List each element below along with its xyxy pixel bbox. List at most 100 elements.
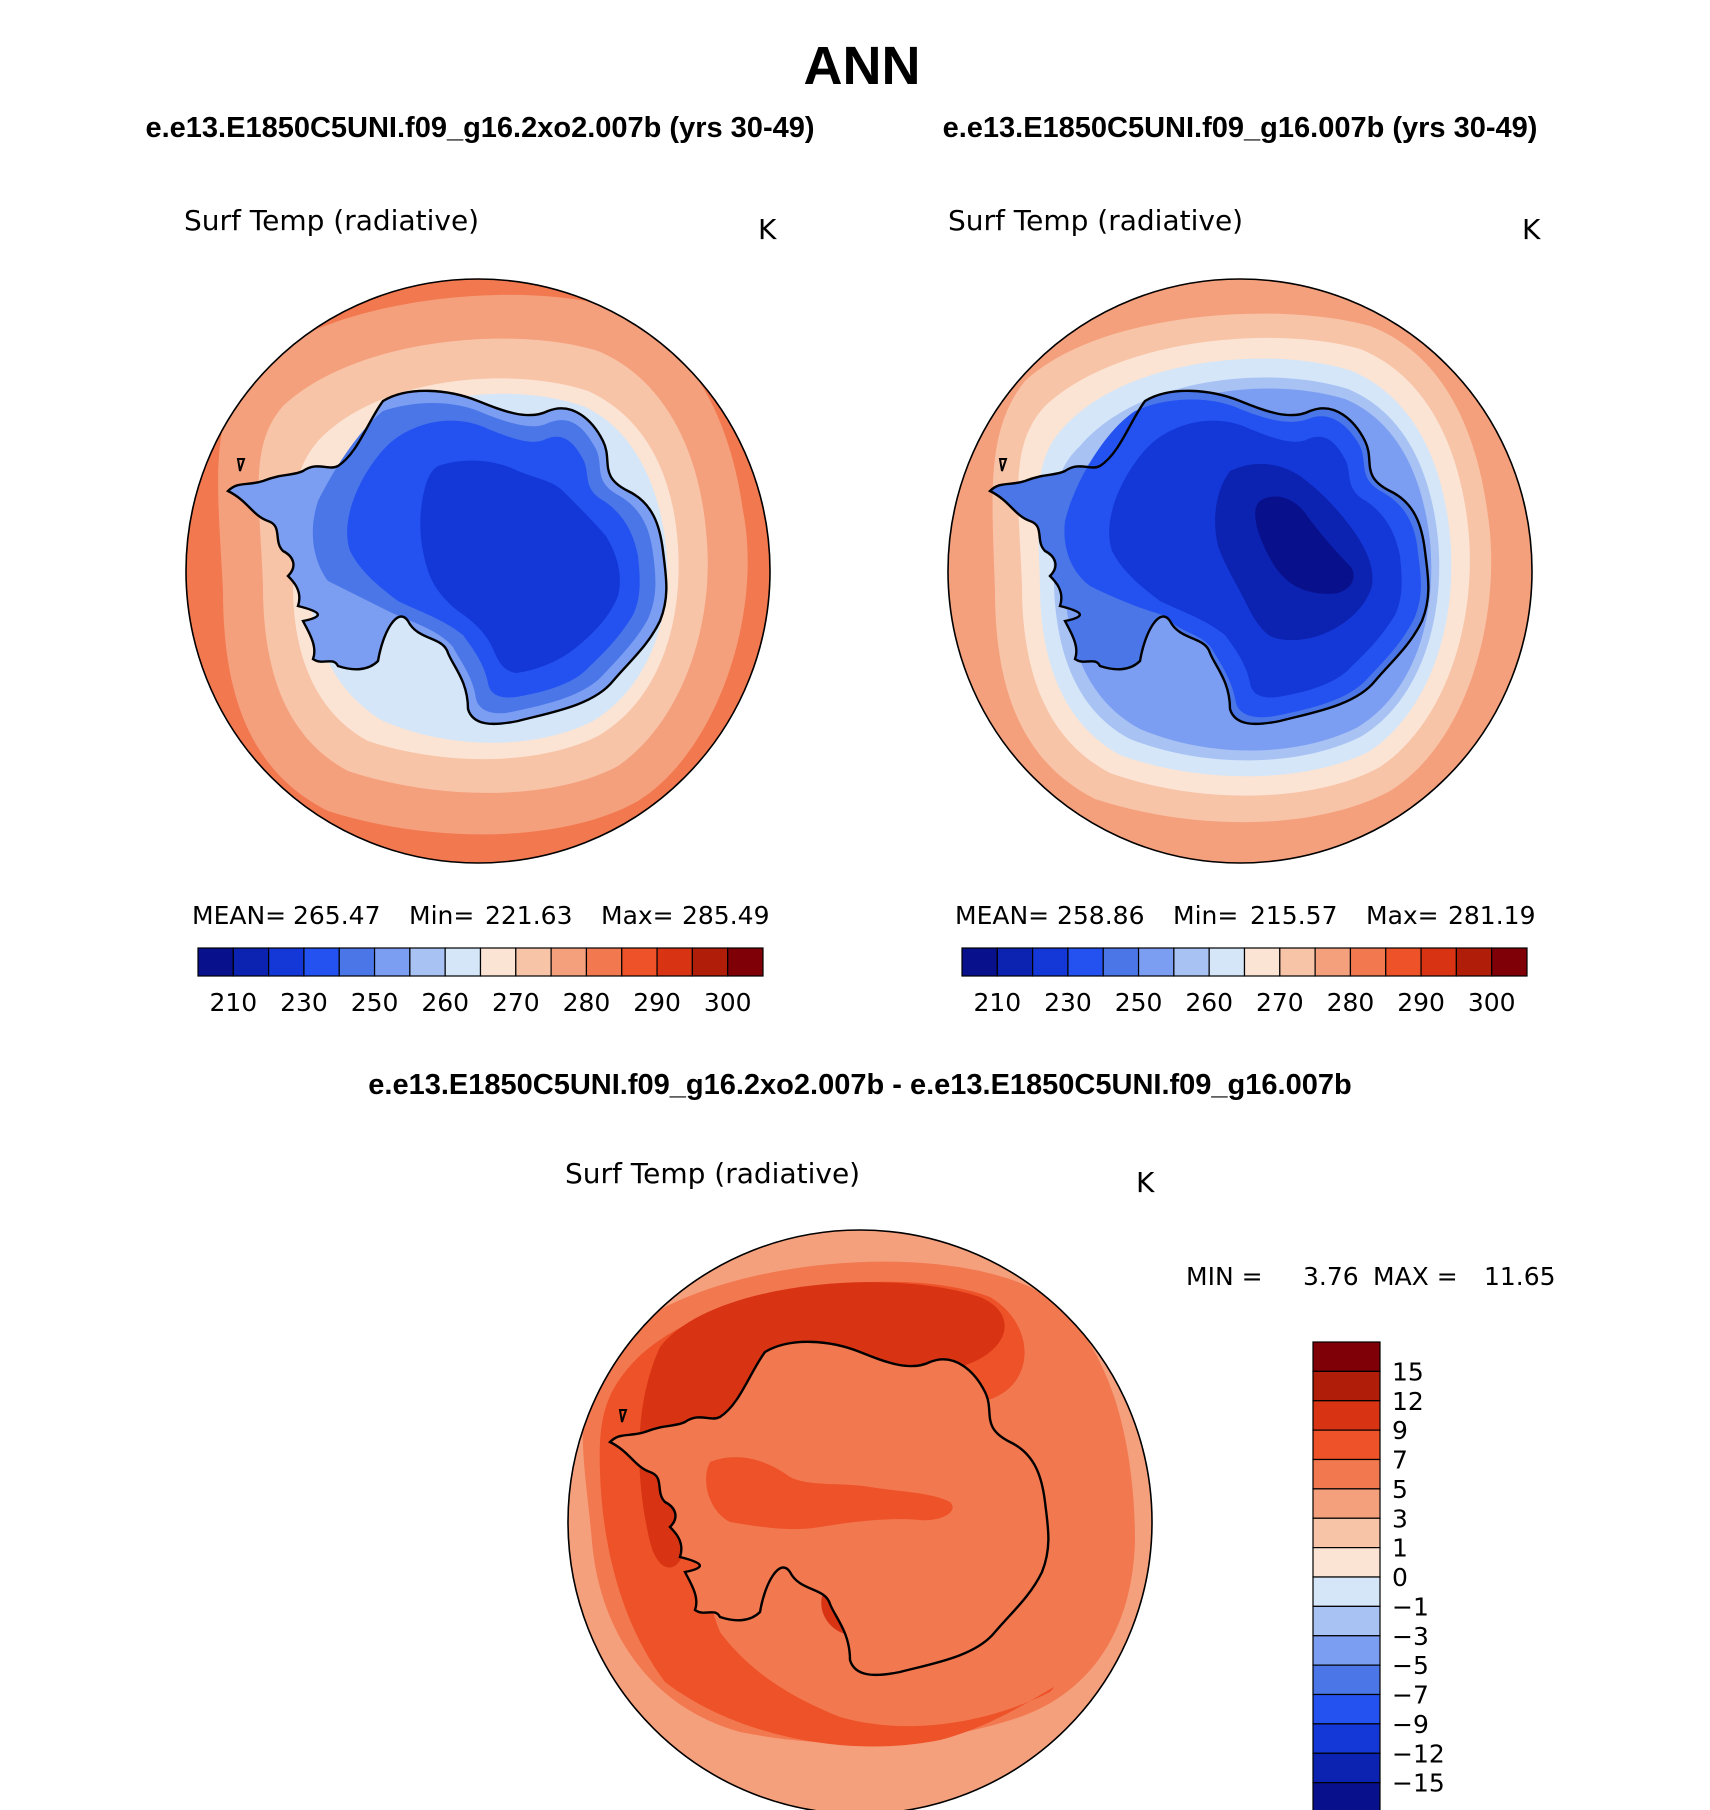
colorbar-tick-label: 9 xyxy=(1392,1416,1408,1445)
colorbar-tick-label: 210 xyxy=(209,988,257,1017)
panel2-stats-max-label: Max= xyxy=(1366,901,1439,930)
panel2-map xyxy=(948,279,1532,863)
colorbar-swatch xyxy=(1312,1576,1381,1607)
panel2-title: e.e13.E1850C5UNI.f09_g16.007b (yrs 30-49… xyxy=(943,112,1538,144)
colorbar-swatch xyxy=(1312,1400,1381,1431)
colorbar-tick-label: 270 xyxy=(492,988,540,1017)
colorbar-swatch xyxy=(1312,1723,1381,1754)
panel3-stats-max: 11.65 xyxy=(1484,1262,1556,1291)
colorbar-swatch xyxy=(691,947,729,977)
panel1-stats-mean: 265.47 xyxy=(293,901,380,930)
colorbar-swatch xyxy=(232,947,270,977)
panel1-stats-mean-label: MEAN= xyxy=(192,901,286,930)
colorbar-swatch xyxy=(515,947,552,977)
panel2-variable-label: Surf Temp (radiative) xyxy=(948,204,1243,237)
colorbar-swatch xyxy=(1312,1693,1381,1725)
panel3-variable-label: Surf Temp (radiative) xyxy=(565,1157,860,1190)
panel1-variable-label: Surf Temp (radiative) xyxy=(184,204,479,237)
colorbar-tick-label: 0 xyxy=(1392,1563,1408,1592)
colorbar-tick-label: −7 xyxy=(1392,1681,1429,1710)
panel2: Surf Temp (radiative) K xyxy=(947,204,1541,1017)
colorbar-tick-label: 15 xyxy=(1392,1357,1424,1386)
colorbar-swatch xyxy=(585,947,623,977)
panel3-stats-min-label: MIN = xyxy=(1186,1262,1263,1291)
colorbar-swatch xyxy=(621,947,658,977)
panel1-stats-max: 285.49 xyxy=(682,901,769,930)
panel3-island xyxy=(618,1409,628,1423)
colorbar-swatch xyxy=(656,947,693,977)
colorbar-tick-label: 12 xyxy=(1392,1387,1424,1416)
colorbar-swatch xyxy=(550,947,588,977)
colorbar-tick-label: −15 xyxy=(1392,1769,1445,1798)
panel1-land xyxy=(226,389,668,726)
colorbar-swatch xyxy=(444,947,482,977)
colorbar-tick-label: 290 xyxy=(1397,988,1445,1017)
panel1: Surf Temp (radiative) K MEA xyxy=(184,204,777,1017)
colorbar-tick-label: 270 xyxy=(1256,988,1304,1017)
colorbar-swatch xyxy=(1312,1517,1381,1549)
panel2-stats-min-label: Min= xyxy=(1173,901,1238,930)
panel3-units-label: K xyxy=(1136,1166,1155,1199)
colorbar-swatch xyxy=(1312,1547,1381,1578)
colorbar-swatch xyxy=(1312,1605,1381,1637)
panel1-map xyxy=(186,279,770,863)
colorbar-swatch xyxy=(1102,947,1140,977)
panel2-land xyxy=(988,389,1430,726)
colorbar-swatch xyxy=(268,947,305,977)
colorbar-tick-label: 300 xyxy=(704,988,752,1017)
panel3-ring-3 xyxy=(639,1282,1005,1568)
colorbar-swatch xyxy=(1312,1429,1381,1461)
colorbar-swatch xyxy=(996,947,1034,977)
colorbar-swatch xyxy=(1208,947,1246,977)
panel2-stats-mean: 258.86 xyxy=(1057,901,1144,930)
colorbar-swatch xyxy=(1312,1370,1381,1402)
panel1-colorbar: 210 230 250 260 270 280 290 300 xyxy=(197,947,764,1017)
colorbar-tick-label: 250 xyxy=(1115,988,1163,1017)
panel2-stats-max: 281.19 xyxy=(1448,901,1535,930)
colorbar-swatch xyxy=(1385,947,1422,977)
panel3-map xyxy=(568,1230,1152,1810)
panel1-title: e.e13.E1850C5UNI.f09_g16.2xo2.007b (yrs … xyxy=(145,112,814,144)
colorbar-tick-label: 1 xyxy=(1392,1534,1408,1563)
colorbar-swatch xyxy=(1312,1664,1381,1696)
panel1-land-level-230 xyxy=(420,460,620,673)
colorbar-swatch xyxy=(197,947,234,977)
colorbar-swatch xyxy=(409,947,446,977)
colorbar-swatch xyxy=(479,947,517,977)
colorbar-tick-label: −1 xyxy=(1392,1592,1429,1621)
colorbar-swatch xyxy=(1243,947,1281,977)
colorbar-tick-label: 260 xyxy=(421,988,469,1017)
panel3-land xyxy=(608,1340,1050,1677)
colorbar-tick-label: −5 xyxy=(1392,1651,1429,1680)
colorbar-tick-label: 280 xyxy=(563,988,611,1017)
colorbar-swatch xyxy=(1312,1752,1381,1784)
panel2-stats-mean-label: MEAN= xyxy=(955,901,1049,930)
colorbar-swatch xyxy=(373,947,411,977)
colorbar-swatch xyxy=(727,947,764,977)
panel2-map-border xyxy=(947,278,1533,864)
colorbar-swatch xyxy=(1173,947,1210,977)
panel2-island xyxy=(998,458,1008,472)
colorbar-tick-label: −9 xyxy=(1392,1710,1429,1739)
panel1-stats-min-label: Min= xyxy=(409,901,474,930)
figure-title: ANN xyxy=(804,36,921,96)
panel1-island xyxy=(236,458,246,472)
colorbar-tick-label: 260 xyxy=(1185,988,1233,1017)
colorbar-tick-label: 5 xyxy=(1392,1475,1408,1504)
panel3-land-level-7 xyxy=(706,1457,953,1530)
panel3-stats-min: 3.76 xyxy=(1303,1262,1359,1291)
colorbar-tick-label: 300 xyxy=(1468,988,1516,1017)
colorbar-tick-label: 3 xyxy=(1392,1504,1408,1533)
colorbar-swatch xyxy=(338,947,376,977)
panel3: Surf Temp (radiative) K MIN = 3.76 MAX =… xyxy=(565,1157,1556,1810)
colorbar-swatch xyxy=(1491,947,1528,977)
colorbar-swatch xyxy=(1349,947,1387,977)
colorbar-swatch xyxy=(303,947,340,977)
colorbar-swatch xyxy=(1312,1458,1381,1490)
panel2-stats-min: 215.57 xyxy=(1250,901,1337,930)
colorbar-swatch xyxy=(1312,1782,1381,1810)
colorbar-swatch xyxy=(1314,947,1352,977)
colorbar-tick-label: 7 xyxy=(1392,1446,1408,1475)
panel2-land-level-210 xyxy=(1255,496,1354,594)
